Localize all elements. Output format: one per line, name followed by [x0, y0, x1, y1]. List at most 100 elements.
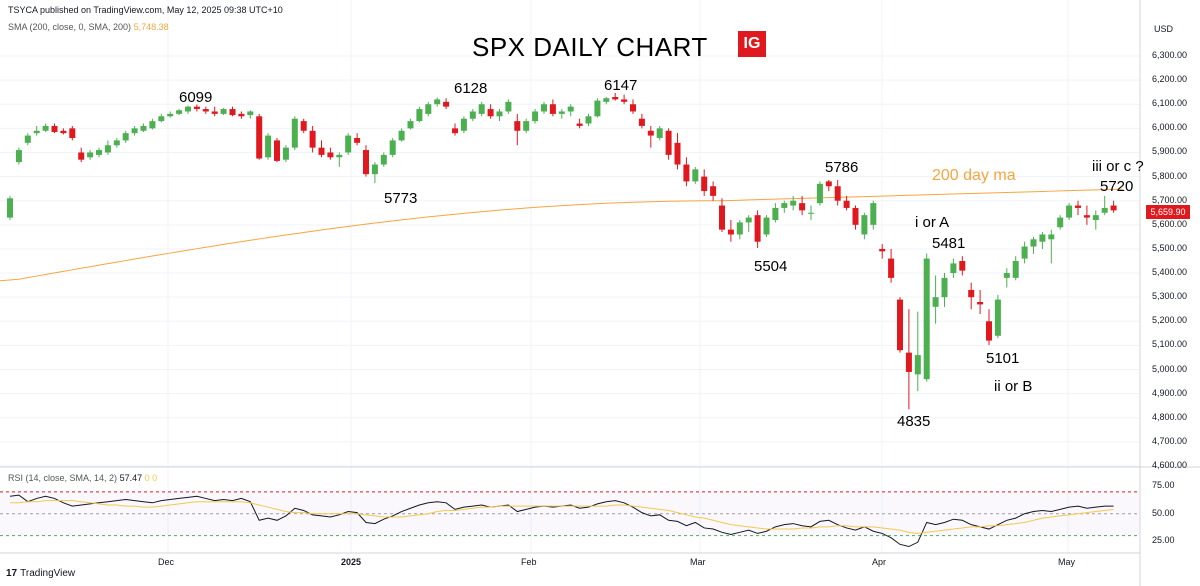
rsi-sma-line [10, 500, 1114, 534]
candle-body [487, 109, 494, 117]
annotation-200-day-ma: 200 day ma [932, 167, 1016, 184]
candle-body [113, 140, 120, 146]
candle-body [897, 299, 903, 351]
candle-body [220, 109, 227, 114]
candle-body [478, 104, 485, 114]
rsi-tick-label: 75.00 [1152, 480, 1175, 491]
candle-body [24, 135, 31, 143]
candle-body [852, 207, 859, 225]
price-tick-label: 6,200.00 [1152, 74, 1188, 85]
candle-body [710, 186, 717, 196]
candle-body [567, 106, 574, 112]
candle-body [968, 289, 975, 298]
price-tick-label: 4,700.00 [1152, 435, 1188, 446]
candle-body [193, 106, 200, 110]
tradingview-logo[interactable]: 17 TradingView [6, 568, 75, 579]
rsi-legend-label: RSI (14, close, SMA, 14, 2) [8, 473, 118, 483]
candle-body [176, 110, 183, 114]
currency-label: USD [1154, 24, 1174, 34]
candle-body [799, 203, 806, 211]
annotation-5481: 5481 [932, 235, 966, 252]
chart-title: SPX DAILY CHART [472, 32, 708, 62]
candle-body [719, 205, 725, 230]
candle-body [612, 97, 619, 100]
sma-legend[interactable]: SMA (200, close, 0, SMA, 200) 5,748.38 [8, 22, 169, 32]
candle-body [1003, 273, 1010, 278]
candle-body [879, 248, 886, 252]
candle-body [861, 215, 868, 235]
candle-body [514, 121, 521, 131]
candle-body [51, 125, 58, 132]
candle-body [496, 111, 503, 117]
sma-legend-value: 5,748.38 [133, 22, 169, 32]
candle-body [754, 215, 761, 242]
candle-body [389, 140, 396, 155]
price-tick-label: 5,400.00 [1152, 267, 1188, 278]
candle-body [585, 116, 592, 124]
candle-body [825, 181, 832, 187]
price-tick-label: 5,500.00 [1152, 242, 1188, 253]
price-tick-label: 5,200.00 [1152, 315, 1188, 326]
candle-body [416, 109, 423, 122]
price-tick-label: 5,600.00 [1152, 218, 1188, 229]
candle-body [638, 118, 645, 126]
annotation-5101: 5101 [986, 350, 1020, 367]
rsi-legend[interactable]: RSI (14, close, SMA, 14, 2) 57.47 0 0 [8, 473, 157, 483]
candle-body [1092, 215, 1099, 220]
sma-legend-label: SMA (200, close, 0, SMA, 200) [8, 22, 132, 32]
candle-body [576, 123, 583, 126]
time-tick-label: 2025 [341, 557, 362, 567]
candle-body [594, 100, 601, 117]
publisher-header: TSYCA published on TradingView.com, May … [8, 5, 283, 15]
candle-body [541, 104, 547, 112]
candle-body [772, 207, 779, 220]
candle-body [683, 164, 690, 182]
annotation-5786: 5786 [825, 159, 859, 176]
candle-body [816, 183, 823, 204]
candle-body [932, 297, 939, 307]
candle-body [745, 217, 752, 223]
price-tick-label: 5,100.00 [1152, 339, 1188, 350]
time-tick-label: Dec [158, 557, 175, 567]
candle-body [790, 200, 797, 206]
last-price-tag: 5,659.90 [1146, 205, 1190, 219]
annotation-6128: 6128 [454, 80, 488, 97]
candle-body [443, 101, 450, 107]
candle-body [923, 258, 930, 380]
candle-body [318, 147, 325, 155]
candle-body [1021, 246, 1028, 259]
candle-body [140, 125, 147, 131]
annotation-6099: 6099 [179, 89, 213, 106]
candle-body [656, 128, 663, 138]
candle-body [425, 104, 432, 114]
annotation-5720: 5720 [1100, 178, 1134, 195]
candle-body [834, 186, 841, 201]
candle-body [300, 121, 307, 131]
candle-body [1101, 207, 1108, 213]
rsi-grid [0, 491, 1140, 537]
time-tick-label: Apr [872, 557, 887, 567]
candle-body [630, 104, 636, 112]
candle-body [603, 98, 610, 102]
candle-body [781, 203, 788, 208]
candle-body [407, 121, 414, 129]
price-tick-label: 6,100.00 [1152, 98, 1188, 109]
candle-body [345, 135, 352, 153]
annotation-6147: 6147 [604, 77, 638, 94]
candle-body [994, 299, 1001, 336]
candle-body [122, 133, 129, 141]
price-tick-label: 5,700.00 [1152, 194, 1188, 205]
candle-body [265, 135, 272, 158]
candle-body [727, 229, 734, 235]
price-tick-label: 4,900.00 [1152, 387, 1188, 398]
annotation-5773: 5773 [384, 190, 418, 207]
candle-body [665, 130, 672, 155]
candle-body [211, 111, 218, 114]
candle-body [149, 121, 156, 129]
price-tick-label: 5,900.00 [1152, 146, 1188, 157]
candle-body [986, 321, 992, 341]
rsi-legend-value: 57.47 [119, 473, 143, 483]
candle-body [905, 352, 912, 372]
candle-body [977, 302, 984, 305]
